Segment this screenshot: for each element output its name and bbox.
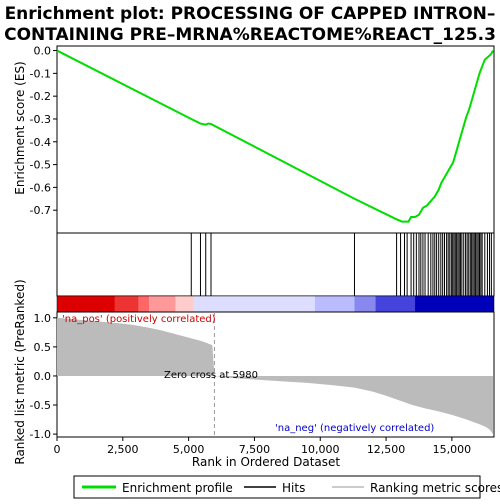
- rank-bar-segment: [193, 296, 315, 312]
- ranking-metric-area: [57, 317, 493, 435]
- x-tick-label: 12,500: [367, 443, 406, 456]
- rank-bar-segment: [354, 296, 376, 312]
- x-tick-label: 7,500: [239, 443, 271, 456]
- es-y-tick-label: -0.3: [30, 113, 51, 126]
- es-y-tick-label: -0.1: [30, 67, 51, 80]
- es-panel: 0.0 -0.1 -0.2 -0.3 -0.4 -0.5 -0.6 -0.7: [30, 45, 495, 234]
- legend-hits-label: Hits: [282, 481, 305, 495]
- x-tick-label: 0: [54, 443, 61, 456]
- x-axis-label: Rank in Ordered Dataset: [192, 455, 340, 469]
- x-tick-label: 2,500: [107, 443, 139, 456]
- rank-bar-segment: [314, 296, 355, 312]
- ranking-color-bar: [56, 295, 495, 313]
- rank-bar-segment: [175, 296, 194, 312]
- es-plot-frame: [56, 45, 495, 234]
- x-tick-label: 5,000: [173, 443, 205, 456]
- es-y-tick-label: -0.5: [30, 159, 51, 172]
- legend: Enrichment profile Hits Ranking metric s…: [73, 475, 500, 499]
- metric-y-tick-label: 0.0: [34, 370, 52, 383]
- rank-bar-segment: [114, 296, 139, 312]
- es-y-tick-label: 0.0: [34, 45, 52, 58]
- metric-y-tick-label: 1.0: [34, 312, 52, 325]
- rank-bar-segment: [149, 296, 176, 312]
- legend-enrichment-label: Enrichment profile: [122, 481, 233, 495]
- hits-panel: [56, 232, 495, 297]
- metric-panel: 1.0 0.5 0.0 -0.5 -1.00 2,500 5,000 7,500 10,000 1…: [30, 311, 495, 456]
- metric-y-axis-label: Ranked list metric (PreRanked): [13, 279, 27, 464]
- legend-box: [73, 475, 481, 499]
- es-y-tick-label: -0.7: [30, 204, 51, 217]
- metric-y-tick-label: -1.0: [30, 428, 51, 441]
- rank-bar-segment: [375, 296, 416, 312]
- rank-bar-segment: [138, 296, 150, 312]
- legend-metric-label: Ranking metric scores: [370, 481, 500, 495]
- rank-bar-segment: [57, 296, 115, 312]
- rank-bar-segment: [415, 296, 494, 312]
- chart-title-line-1: Enrichment plot: PROCESSING OF CAPPED IN…: [5, 4, 496, 24]
- es-y-axis-label: Enrichment score (ES): [13, 61, 27, 194]
- x-tick-label: 10,000: [301, 443, 340, 456]
- chart-title-line-2: CONTAINING PRE–MRNA%REACTOME%REACT_125.3: [4, 25, 496, 45]
- pos-correlated-label: 'na_pos' (positively correlated): [62, 314, 216, 325]
- zero-cross-label: Zero cross at 5980: [164, 370, 258, 381]
- enrichment-profile-line: [56, 49, 494, 223]
- x-tick-label: 15,000: [433, 443, 472, 456]
- es-y-tick-label: -0.6: [30, 181, 51, 194]
- metric-y-tick-label: 0.5: [34, 341, 52, 354]
- es-y-tick-label: -0.2: [30, 90, 51, 103]
- es-y-tick-label: -0.4: [30, 136, 51, 149]
- metric-y-tick-label: -0.5: [30, 399, 51, 412]
- neg-correlated-label: 'na_neg' (negatively correlated): [275, 423, 434, 434]
